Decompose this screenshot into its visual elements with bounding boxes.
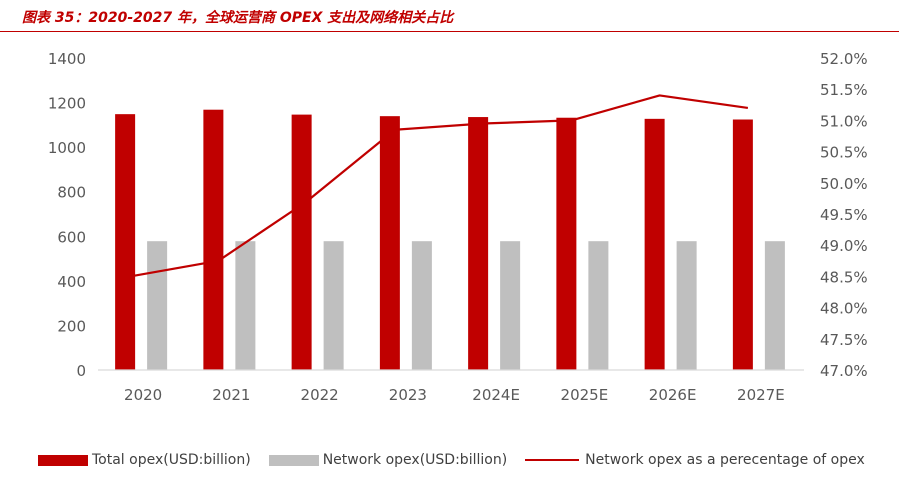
bar-total-opex — [732, 119, 753, 370]
x-tick-label: 2023 — [389, 386, 427, 404]
y-left-tick-label: 1400 — [48, 50, 86, 68]
y-right-tick-label: 51.5% — [820, 81, 868, 99]
bar-network-opex — [500, 241, 521, 370]
y-left-tick-label: 1000 — [48, 139, 86, 157]
legend-swatch-network — [268, 454, 319, 466]
x-tick-label: 2024E — [472, 386, 520, 404]
y-left-tick-label: 800 — [57, 184, 86, 202]
bar-network-opex — [588, 241, 609, 370]
bar-total-opex — [468, 117, 489, 370]
legend-label-percentage: Network opex as a perecentage of opex — [585, 452, 865, 468]
chart-title: 图表 35：2020-2027 年，全球运营商 OPEX 支出及网络相关占比 — [22, 10, 454, 26]
legend-label-network: Network opex(USD:billion) — [322, 452, 508, 468]
y-right-tick-label: 49.0% — [820, 237, 868, 255]
y-right-tick-label: 47.5% — [820, 331, 868, 349]
y-right-tick-label: 50.5% — [820, 144, 868, 162]
y-left-tick-label: 1200 — [48, 95, 86, 113]
bar-network-opex — [676, 241, 697, 370]
legend-item-total: Total opex(USD:billion) — [38, 452, 251, 468]
legend-label-total: Total opex(USD:billion) — [92, 452, 251, 468]
bar-total-opex — [291, 114, 312, 370]
legend-item-percentage: Network opex as a perecentage of opex — [525, 452, 865, 468]
bar-total-opex — [556, 117, 577, 371]
y-right-tick-label: 51.0% — [820, 112, 868, 130]
y-right-tick-label: 48.5% — [820, 268, 868, 286]
legend: Total opex(USD:billion) Network opex(USD… — [38, 450, 875, 470]
bar-total-opex — [644, 118, 665, 370]
x-tick-label: 2026E — [649, 386, 697, 404]
y-left-tick-label: 0 — [76, 362, 86, 380]
chart-area: 0 200 400 600 800 1000 1200 1400 47.0% 47.5% 48.0%… — [48, 50, 868, 404]
y-left-tick-label: 400 — [57, 273, 86, 291]
bar-network-opex — [147, 241, 168, 370]
y-right-tick-label: 48.0% — [820, 300, 868, 318]
legend-swatch-percentage — [525, 459, 580, 461]
bar-network-opex — [764, 241, 785, 370]
bar-network-opex — [235, 241, 256, 370]
bar-network-opex — [411, 241, 432, 370]
bar-total-opex — [379, 116, 400, 370]
y-right-tick-label: 52.0% — [820, 50, 868, 68]
y-left-tick-label: 200 — [57, 317, 86, 335]
x-tick-label: 2027E — [737, 386, 785, 404]
x-tick-label: 2025E — [561, 386, 609, 404]
legend-item-network: Network opex(USD:billion) — [268, 452, 508, 468]
x-tick-label: 2021 — [212, 386, 250, 404]
legend-swatch-total — [38, 454, 88, 466]
x-tick-label: 2020 — [124, 386, 162, 404]
bar-total-opex — [115, 114, 136, 370]
bar-total-opex — [203, 109, 224, 371]
bar-network-opex — [323, 241, 344, 370]
y-right-tick-label: 50.0% — [820, 175, 868, 193]
y-right-tick-label: 47.0% — [820, 362, 868, 380]
title-bar: 图表 35：2020-2027 年，全球运营商 OPEX 支出及网络相关占比 — [0, 0, 899, 32]
line-network-percentage — [129, 94, 749, 278]
x-tick-label: 2022 — [301, 386, 339, 404]
y-left-tick-label: 600 — [57, 228, 86, 246]
y-right-tick-label: 49.5% — [820, 206, 868, 224]
